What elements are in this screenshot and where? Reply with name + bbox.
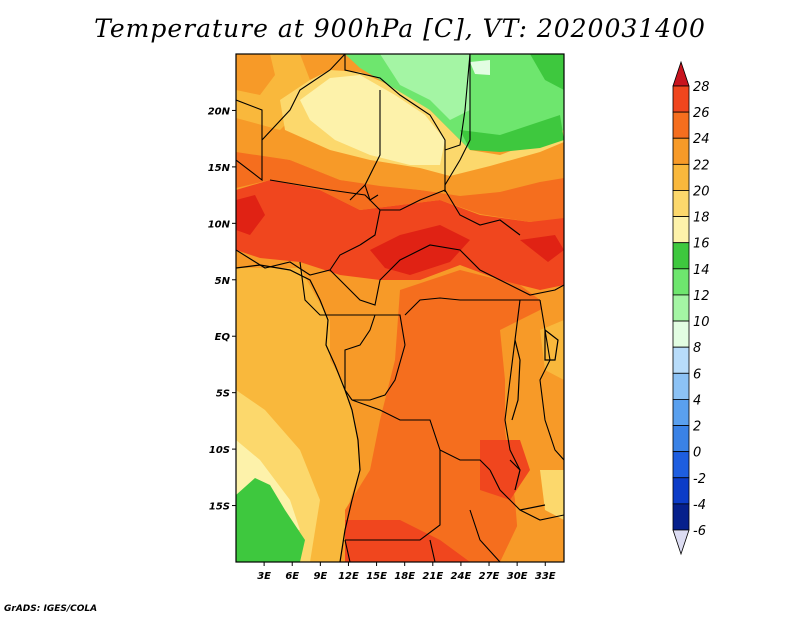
- latitude-axis: 20N 15N 10N 5N EQ 5S 10S 15S: [208, 106, 236, 513]
- colorbar-label: 26: [693, 106, 710, 121]
- lat-tick-label: 5S: [216, 389, 230, 400]
- colorbar-label: 18: [693, 211, 710, 226]
- lon-tick-label: 6E: [285, 571, 299, 582]
- colorbar-swatch: [672, 425, 690, 453]
- colorbar-swatch: [672, 399, 690, 426]
- lat-tick-label: 20N: [208, 106, 231, 117]
- map-frame: [235, 53, 565, 563]
- temperature-field: [236, 54, 564, 562]
- colorbar-swatch: [672, 477, 690, 505]
- colorbar-swatch: [672, 320, 690, 348]
- colorbar-label: 6: [693, 367, 701, 382]
- colorbar-swatch: [672, 85, 690, 113]
- lat-tick-label: 15N: [208, 163, 231, 174]
- lon-tick-label: 33E: [535, 571, 556, 582]
- map-title: Temperature at 900hPa [C], VT: 202003140…: [94, 14, 706, 43]
- colorbar-swatch: [672, 294, 690, 322]
- lon-tick-label: 30E: [507, 571, 528, 582]
- colorbar-label: 22: [693, 158, 710, 173]
- colorbar-swatch: [672, 451, 690, 479]
- colorbar-swatch: [672, 137, 690, 165]
- lon-tick-label: 18E: [394, 571, 415, 582]
- colorbar-label: -4: [693, 498, 706, 513]
- colorbar-swatch: [672, 111, 690, 139]
- colorbar-swatch: [672, 190, 690, 217]
- longitude-axis: 3E 6E 9E 12E 15E 18E 21E 24E 27E 30E 33E: [257, 562, 556, 582]
- colorbar-label: -6: [693, 524, 706, 539]
- colorbar-label: 8: [693, 341, 701, 356]
- colorbar-label: -2: [693, 472, 706, 487]
- colorbar-bottom-arrow: [672, 529, 690, 556]
- lat-tick-label: 5N: [215, 276, 231, 287]
- colorbar-swatch: [672, 216, 690, 244]
- lon-tick-label: 27E: [479, 571, 500, 582]
- lon-tick-label: 21E: [422, 571, 443, 582]
- lat-tick-label: 10S: [209, 445, 230, 456]
- colorbar-swatch: [672, 242, 690, 270]
- lon-tick-label: 24E: [451, 571, 472, 582]
- colorbar-label: 0: [693, 446, 701, 461]
- colorbar-label: 28: [693, 80, 710, 95]
- lat-tick-label: 10N: [208, 219, 231, 230]
- colorbar-top-arrow: [672, 60, 690, 87]
- colorbar-label: 4: [693, 393, 701, 408]
- country-borders: [236, 54, 564, 562]
- lat-tick-label: 15S: [209, 502, 230, 513]
- lat-tick-label: EQ: [215, 332, 231, 343]
- colorbar-swatch: [672, 372, 690, 400]
- colorbar-label: 12: [693, 289, 710, 304]
- colorbar-label: 2: [693, 420, 701, 435]
- credit-text: GrADS: IGES/COLA: [4, 604, 98, 614]
- lon-tick-label: 12E: [338, 571, 359, 582]
- colorbar-label: 16: [693, 237, 710, 252]
- colorbar-label: 20: [693, 184, 710, 199]
- colorbar-label: 24: [693, 132, 710, 147]
- colorbar-swatch: [672, 163, 690, 191]
- lon-tick-label: 9E: [313, 571, 327, 582]
- lon-tick-label: 3E: [257, 571, 271, 582]
- coastline: [236, 264, 559, 562]
- lon-tick-label: 15E: [366, 571, 387, 582]
- colorbar-swatch: [672, 503, 690, 531]
- colorbar-label: 14: [693, 263, 710, 278]
- colorbar-swatch: [672, 268, 690, 296]
- colorbar-label: 10: [693, 315, 710, 330]
- colorbar-swatch: [672, 346, 690, 374]
